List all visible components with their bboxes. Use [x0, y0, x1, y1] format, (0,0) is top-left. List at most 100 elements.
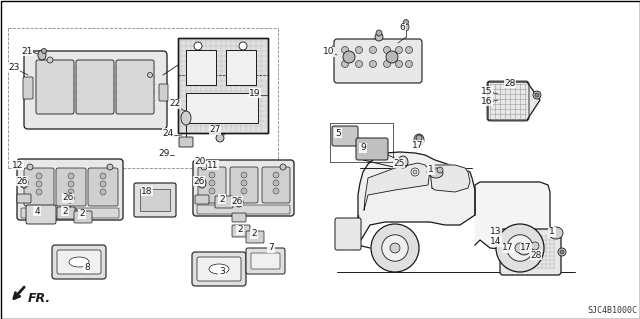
Circle shape [36, 189, 42, 195]
FancyBboxPatch shape [246, 248, 285, 274]
Circle shape [416, 135, 422, 141]
Circle shape [68, 173, 74, 179]
Circle shape [147, 72, 152, 78]
Circle shape [241, 172, 247, 178]
Text: 11: 11 [207, 160, 219, 169]
Circle shape [27, 164, 33, 170]
FancyBboxPatch shape [63, 209, 77, 218]
FancyBboxPatch shape [500, 229, 561, 275]
FancyBboxPatch shape [230, 167, 258, 203]
Text: 12: 12 [12, 160, 24, 169]
FancyBboxPatch shape [246, 231, 264, 243]
Text: 23: 23 [8, 63, 20, 71]
Circle shape [427, 169, 433, 175]
Text: 28: 28 [504, 78, 516, 87]
Text: 24: 24 [163, 129, 173, 137]
Ellipse shape [518, 245, 530, 255]
Text: 2: 2 [62, 206, 68, 216]
Text: 26: 26 [231, 197, 243, 205]
Text: 26: 26 [62, 194, 74, 203]
FancyBboxPatch shape [193, 160, 294, 216]
FancyBboxPatch shape [24, 168, 54, 206]
Text: 6: 6 [399, 24, 405, 33]
Circle shape [406, 61, 413, 68]
FancyBboxPatch shape [192, 252, 246, 286]
Ellipse shape [216, 134, 224, 142]
Text: 18: 18 [141, 187, 153, 196]
Ellipse shape [429, 168, 443, 178]
FancyBboxPatch shape [57, 207, 75, 219]
FancyBboxPatch shape [56, 168, 86, 206]
Circle shape [209, 188, 215, 194]
Ellipse shape [414, 134, 424, 146]
Circle shape [369, 47, 376, 54]
Text: 2: 2 [79, 210, 85, 219]
Text: 29: 29 [158, 149, 170, 158]
FancyBboxPatch shape [36, 60, 74, 114]
Text: 1: 1 [549, 227, 555, 236]
FancyBboxPatch shape [76, 60, 114, 114]
Text: 17: 17 [412, 140, 424, 150]
FancyBboxPatch shape [116, 60, 154, 114]
Text: 21: 21 [21, 47, 33, 56]
Polygon shape [358, 152, 475, 245]
Circle shape [383, 47, 390, 54]
FancyBboxPatch shape [335, 218, 361, 250]
Text: 26: 26 [16, 176, 28, 186]
Ellipse shape [403, 23, 409, 31]
Circle shape [36, 173, 42, 179]
Circle shape [396, 61, 403, 68]
Text: 27: 27 [209, 125, 221, 135]
Ellipse shape [375, 33, 383, 41]
Text: 4: 4 [34, 206, 40, 216]
Text: 22: 22 [170, 100, 180, 108]
Text: 2: 2 [237, 226, 243, 234]
Circle shape [496, 224, 544, 272]
Text: SJC4B1000C: SJC4B1000C [587, 306, 637, 315]
Circle shape [241, 188, 247, 194]
Circle shape [100, 173, 106, 179]
FancyBboxPatch shape [88, 168, 118, 206]
FancyBboxPatch shape [17, 194, 31, 203]
Text: 8: 8 [84, 263, 90, 272]
Circle shape [533, 91, 541, 99]
Circle shape [535, 93, 539, 97]
Text: 1: 1 [428, 166, 434, 174]
Circle shape [411, 168, 419, 176]
Text: FR.: FR. [28, 292, 51, 305]
Text: 14: 14 [490, 238, 502, 247]
Text: 15: 15 [481, 86, 493, 95]
Ellipse shape [549, 227, 563, 239]
Polygon shape [364, 163, 430, 210]
Circle shape [355, 61, 362, 68]
FancyBboxPatch shape [334, 39, 422, 83]
Ellipse shape [235, 197, 243, 207]
FancyBboxPatch shape [24, 51, 167, 129]
Circle shape [558, 248, 566, 256]
Circle shape [507, 235, 533, 261]
Circle shape [376, 30, 382, 36]
Circle shape [343, 51, 355, 63]
Bar [186, 50, 216, 85]
Text: 9: 9 [360, 144, 366, 152]
FancyBboxPatch shape [262, 167, 290, 203]
Circle shape [273, 188, 279, 194]
Text: 5: 5 [335, 129, 341, 137]
FancyBboxPatch shape [26, 205, 56, 224]
Circle shape [107, 164, 113, 170]
Circle shape [355, 47, 362, 54]
Circle shape [209, 172, 215, 178]
Text: 17: 17 [502, 243, 514, 253]
FancyBboxPatch shape [52, 245, 106, 279]
FancyBboxPatch shape [134, 183, 176, 217]
FancyBboxPatch shape [197, 257, 241, 281]
FancyBboxPatch shape [17, 159, 123, 220]
FancyBboxPatch shape [232, 225, 250, 237]
FancyBboxPatch shape [21, 208, 119, 218]
Circle shape [382, 235, 408, 261]
Ellipse shape [198, 178, 206, 188]
FancyBboxPatch shape [232, 213, 246, 222]
Text: 19: 19 [249, 88, 260, 98]
Circle shape [342, 47, 349, 54]
Circle shape [406, 47, 413, 54]
